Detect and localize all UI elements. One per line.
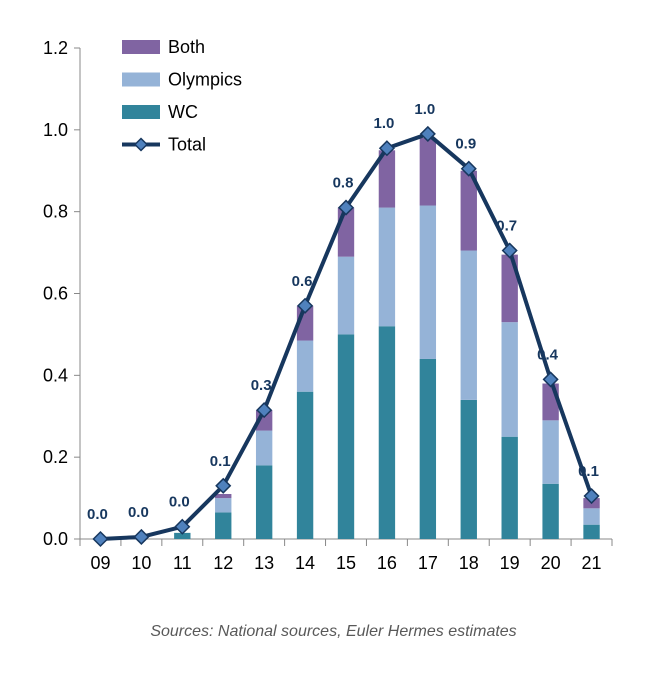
- legend-label-total: Total: [168, 135, 206, 155]
- total-marker: [337, 199, 355, 216]
- x-tick-label: 17: [418, 553, 438, 573]
- legend-swatch-both: [122, 40, 160, 54]
- bar-wc: [337, 334, 355, 539]
- bar-olympics: [419, 205, 437, 359]
- total-data-label: 0.3: [251, 377, 272, 394]
- bar-olympics: [460, 250, 477, 400]
- bar-both: [501, 254, 518, 323]
- total-marker: [256, 402, 273, 419]
- x-tick-label: 18: [459, 553, 479, 573]
- total-data-label: 0.0: [169, 494, 190, 511]
- total-data-label: 1.0: [373, 115, 394, 132]
- bar-both: [419, 138, 437, 206]
- total-marker: [215, 477, 232, 494]
- total-line-layer: [92, 125, 600, 548]
- x-tick-label: 21: [582, 553, 602, 573]
- total-marker: [92, 530, 109, 548]
- bar-olympics: [542, 420, 559, 484]
- total-marker: [501, 242, 518, 259]
- x-tick-label: 16: [377, 553, 397, 573]
- x-tick-label: 14: [295, 553, 315, 573]
- total-data-label: 0.1: [210, 453, 231, 470]
- total-data-label: 0.7: [496, 218, 517, 235]
- bar-wc: [215, 512, 232, 539]
- total-data-label: 1.0: [414, 101, 435, 118]
- total-data-label: 0.4: [537, 346, 559, 363]
- chart-axes: 0.0 0.2 0.4 0.6 0.8 1.0 1.2 09 10 11 12 13 14 15 16 17 1…: [43, 38, 613, 573]
- total-marker: [297, 297, 314, 314]
- total-data-label: 0.0: [87, 506, 108, 523]
- bar-wc: [174, 532, 191, 539]
- x-tick-label: 10: [131, 553, 151, 573]
- bar-olympics: [255, 430, 273, 466]
- y-tick-label: 0.0: [43, 529, 68, 549]
- bar-olympics: [378, 207, 396, 327]
- bar-wc: [501, 436, 518, 539]
- y-tick-label: 1.0: [43, 120, 68, 140]
- chart-bars: [174, 138, 600, 539]
- total-data-label: 0.9: [455, 136, 476, 153]
- legend-label-both: Both: [168, 37, 205, 57]
- x-tick-label: 12: [213, 553, 233, 573]
- y-tick-label: 0.2: [43, 447, 68, 467]
- total-data-label: 0.8: [333, 175, 354, 192]
- total-marker: [174, 518, 191, 535]
- x-tick-label: 09: [90, 553, 110, 573]
- y-tick-label: 1.2: [43, 38, 68, 58]
- legend-label-wc: WC: [168, 102, 198, 122]
- total-marker: [460, 160, 477, 177]
- legend-label-olympics: Olympics: [168, 70, 242, 90]
- source-note: Sources: National sources, Euler Hermes …: [150, 623, 517, 640]
- bar-both: [460, 170, 477, 251]
- bar-olympics: [215, 498, 232, 513]
- total-data-label: 0.0: [128, 504, 149, 521]
- total-marker: [419, 125, 436, 142]
- y-tick-label: 0.6: [43, 284, 68, 304]
- legend-swatch-wc: [122, 105, 160, 119]
- bar-olympics: [583, 508, 600, 525]
- bar-both: [378, 150, 396, 208]
- y-tick-label: 0.8: [43, 202, 68, 222]
- bar-olympics: [296, 340, 314, 392]
- total-data-label: 0.1: [578, 463, 599, 480]
- x-tick-label: 20: [541, 553, 561, 573]
- data-labels: 0.0 0.0 0.0 0.1 0.3 0.6 0.8 1.0 1.0 0.9 0.7 0.4 0.1: [87, 101, 599, 523]
- legend: Both Olympics WC Total: [122, 37, 242, 155]
- y-tick-label: 0.4: [43, 365, 68, 385]
- total-marker: [583, 487, 600, 505]
- legend-swatch-total-marker: [133, 137, 149, 152]
- bar-wc: [296, 391, 314, 539]
- bar-olympics: [337, 256, 355, 335]
- bar-wc: [460, 399, 477, 539]
- bar-wc: [542, 483, 559, 539]
- total-marker: [133, 528, 150, 546]
- bar-wc: [419, 358, 437, 539]
- bar-both: [542, 383, 559, 421]
- x-tick-label: 13: [254, 553, 274, 573]
- bar-wc: [378, 326, 396, 539]
- x-tick-label: 19: [500, 553, 520, 573]
- total-marker: [378, 140, 395, 157]
- bar-wc: [583, 524, 600, 539]
- bar-both: [215, 493, 232, 499]
- bar-olympics: [501, 322, 518, 437]
- total-data-label: 0.6: [292, 273, 313, 290]
- bar-wc: [255, 465, 273, 539]
- legend-swatch-olympics: [122, 72, 160, 87]
- x-tick-label: 15: [336, 553, 356, 573]
- x-tick-label: 11: [173, 553, 192, 573]
- total-marker: [542, 371, 559, 388]
